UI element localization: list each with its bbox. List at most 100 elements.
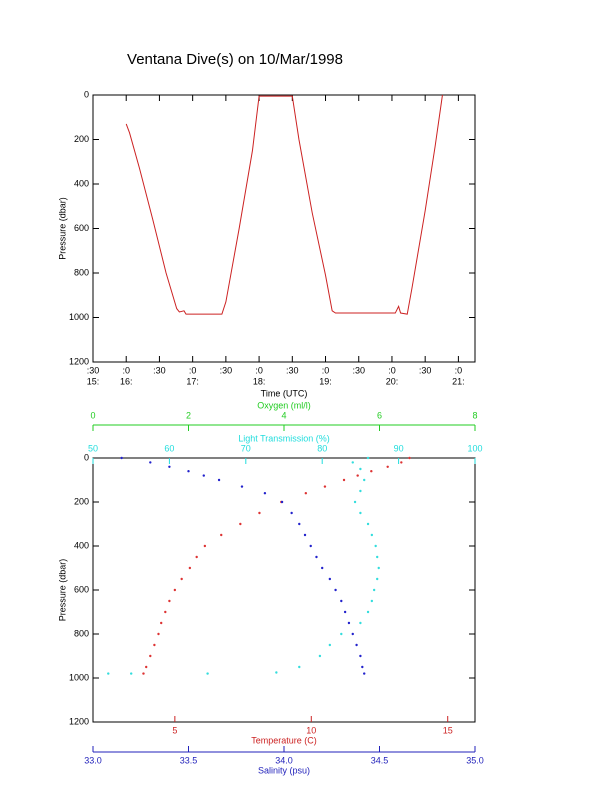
x-hour-label: 20: bbox=[386, 376, 399, 386]
y-tick-label: 800 bbox=[74, 628, 89, 638]
x-hour-label: 21: bbox=[452, 376, 465, 386]
data-point bbox=[376, 555, 379, 559]
data-point bbox=[168, 599, 171, 603]
data-point bbox=[351, 632, 354, 636]
x-tick-label: 100 bbox=[467, 443, 482, 453]
data-point bbox=[361, 665, 364, 669]
x-tick-label: 60 bbox=[164, 443, 174, 453]
x-tick-label: :30 bbox=[352, 365, 365, 375]
plot-frame bbox=[92, 457, 476, 723]
data-point bbox=[370, 599, 374, 603]
x-tick-label: :0 bbox=[455, 365, 463, 375]
x-tick-label: :0 bbox=[122, 365, 130, 375]
data-point bbox=[168, 465, 171, 468]
data-point bbox=[188, 566, 192, 570]
x-tick-label: 80 bbox=[317, 443, 327, 453]
x-tick-label: :0 bbox=[388, 365, 396, 375]
x-hour-label: 19: bbox=[319, 376, 332, 386]
x-hour-label: 16: bbox=[120, 376, 133, 386]
x-hour-label: 15: bbox=[87, 376, 100, 386]
data-point bbox=[107, 672, 110, 675]
data-point bbox=[280, 500, 284, 504]
x-tick-label: 8 bbox=[472, 410, 477, 420]
y-tick-label: 0 bbox=[84, 89, 89, 99]
data-point bbox=[328, 643, 332, 647]
data-point bbox=[366, 456, 370, 460]
x-tick-label: :30 bbox=[419, 365, 432, 375]
data-point bbox=[363, 478, 366, 482]
y-tick-label: 400 bbox=[74, 178, 89, 188]
x-tick-label: :30 bbox=[220, 365, 233, 375]
data-point bbox=[366, 610, 370, 614]
x-tick-label: 33.0 bbox=[84, 755, 102, 765]
y-tick-label: 200 bbox=[74, 134, 89, 144]
data-point bbox=[304, 492, 308, 495]
x-tick-label: :30 bbox=[286, 365, 299, 375]
data-point bbox=[290, 511, 293, 515]
x-axis-label: Temperature (C) bbox=[251, 735, 317, 745]
y-tick-label: 400 bbox=[74, 540, 89, 550]
data-point bbox=[142, 672, 145, 675]
x-tick-label: 50 bbox=[88, 443, 98, 453]
data-point bbox=[173, 588, 177, 592]
data-point bbox=[356, 474, 359, 477]
data-point bbox=[240, 485, 244, 488]
x-hour-label: 17: bbox=[186, 376, 199, 386]
data-point bbox=[353, 500, 357, 504]
y-tick-label: 1200 bbox=[69, 356, 89, 366]
data-point bbox=[366, 522, 370, 526]
data-point bbox=[239, 522, 242, 526]
data-point bbox=[298, 665, 301, 669]
data-point bbox=[164, 610, 167, 614]
x-axis-label: Salinity (psu) bbox=[258, 765, 310, 775]
x-hour-label: 18: bbox=[253, 376, 266, 386]
data-point bbox=[130, 672, 133, 675]
data-point bbox=[359, 621, 362, 625]
x-tick-label: 4 bbox=[281, 410, 286, 420]
data-point bbox=[187, 470, 190, 473]
data-point bbox=[359, 654, 362, 658]
chart-title: Ventana Dive(s) on 10/Mar/1998 bbox=[127, 51, 343, 68]
pressure-line bbox=[125, 94, 443, 315]
data-point bbox=[145, 665, 148, 669]
data-point bbox=[343, 610, 347, 614]
data-point bbox=[323, 485, 327, 488]
data-point bbox=[220, 533, 223, 537]
data-point bbox=[372, 588, 376, 592]
y-tick-label: 600 bbox=[74, 584, 89, 594]
x-tick-label: :30 bbox=[87, 365, 100, 375]
data-point bbox=[203, 544, 207, 548]
y-tick-label: 600 bbox=[74, 223, 89, 233]
x-tick-label: 70 bbox=[241, 443, 251, 453]
data-point bbox=[318, 654, 322, 658]
x-axis-label: Light Transmission (%) bbox=[238, 433, 330, 443]
x-tick-label: :0 bbox=[322, 365, 330, 375]
x-tick-label: 33.5 bbox=[180, 755, 198, 765]
data-point bbox=[195, 555, 198, 559]
data-point bbox=[157, 632, 160, 636]
data-point bbox=[217, 478, 221, 482]
data-point bbox=[355, 643, 358, 647]
data-point bbox=[202, 474, 205, 477]
data-point bbox=[359, 489, 362, 493]
y-axis-label: Pressure (dbar) bbox=[57, 197, 67, 260]
y-tick-label: 800 bbox=[74, 267, 89, 277]
data-point bbox=[303, 533, 307, 537]
data-point bbox=[363, 672, 366, 675]
x-tick-label: :0 bbox=[189, 365, 197, 375]
y-tick-label: 1000 bbox=[69, 672, 89, 682]
data-point bbox=[315, 555, 318, 559]
data-point bbox=[342, 478, 346, 482]
data-point bbox=[386, 465, 389, 468]
data-point bbox=[374, 544, 377, 548]
data-point bbox=[328, 577, 332, 581]
x-tick-label: 35.0 bbox=[466, 755, 484, 765]
x-tick-label: 0 bbox=[90, 410, 95, 420]
data-point bbox=[258, 511, 261, 515]
x-tick-label: 90 bbox=[394, 443, 404, 453]
x-tick-label: :30 bbox=[153, 365, 166, 375]
x-axis-label: Time (UTC) bbox=[261, 388, 308, 398]
data-point bbox=[370, 533, 374, 537]
data-point bbox=[351, 461, 354, 464]
data-point bbox=[180, 577, 183, 581]
